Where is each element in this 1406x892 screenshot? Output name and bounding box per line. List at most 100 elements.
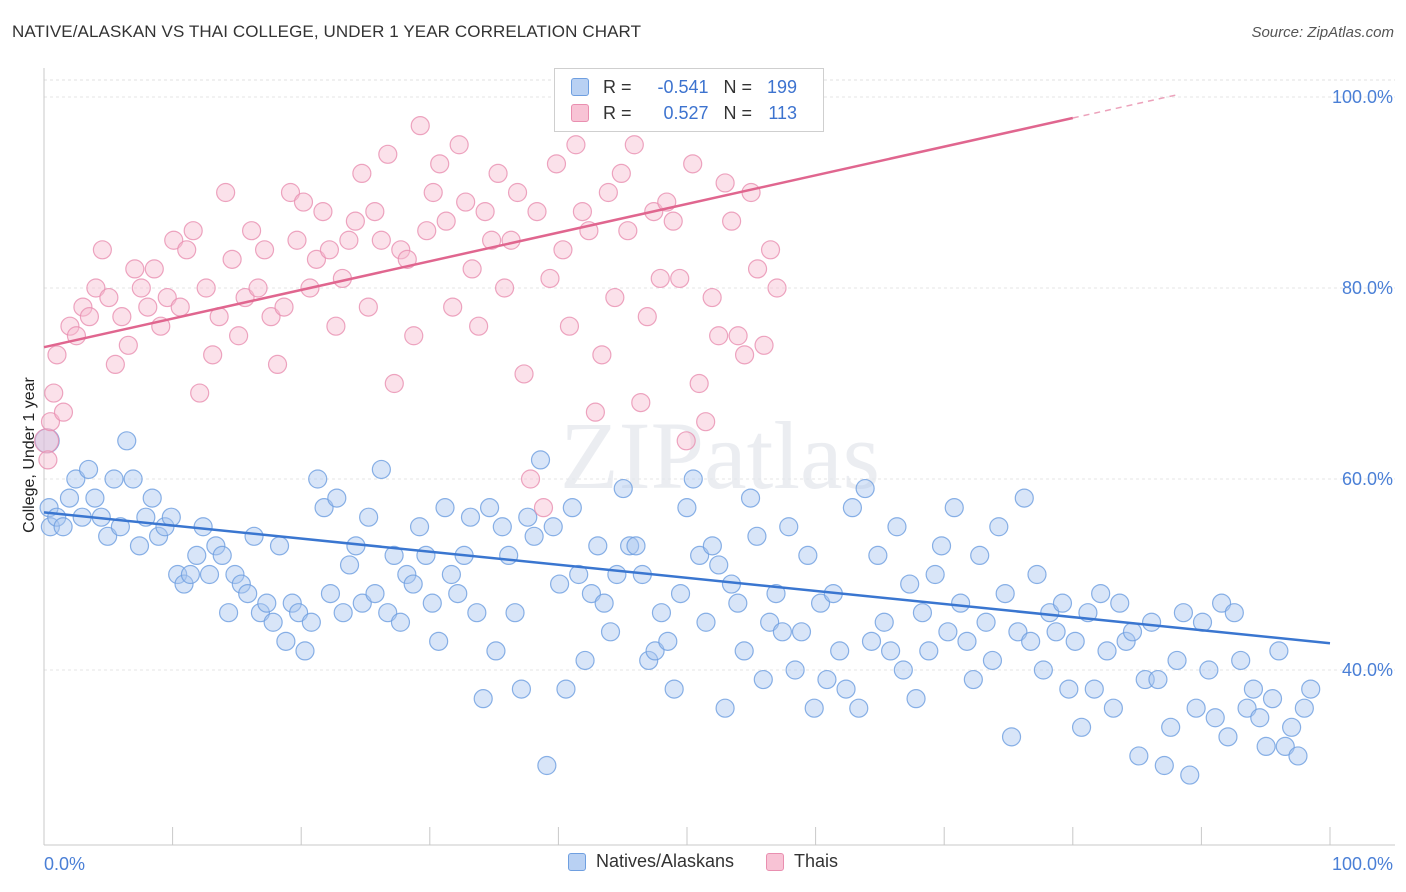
native-point	[1021, 631, 1041, 651]
native-point	[435, 498, 455, 518]
native-point	[422, 593, 442, 613]
thai-point	[38, 450, 58, 470]
thai-point	[715, 173, 735, 193]
native-point	[855, 478, 875, 499]
native-point	[1243, 679, 1264, 699]
native-point	[734, 641, 754, 661]
native-point	[702, 536, 722, 556]
thai-point	[637, 307, 657, 327]
native-point	[1237, 698, 1257, 718]
native-point	[1180, 765, 1200, 785]
native-point	[963, 669, 983, 690]
native-point	[849, 698, 869, 718]
native-point	[989, 517, 1009, 537]
native-point	[893, 660, 913, 680]
native-point	[670, 583, 691, 604]
native-point	[231, 574, 251, 594]
native-point	[747, 526, 767, 546]
thai-point	[183, 221, 203, 241]
native-point	[409, 517, 430, 537]
native-point	[1282, 717, 1302, 737]
native-point	[1065, 631, 1085, 651]
native-point	[180, 564, 201, 585]
native-point	[78, 459, 99, 480]
native-point	[683, 469, 703, 489]
native-point	[817, 669, 837, 690]
thai-point	[767, 278, 787, 298]
thai-point	[501, 230, 521, 250]
thai-point	[112, 307, 132, 327]
thai-point	[423, 182, 443, 203]
thai-point	[650, 268, 670, 289]
thai-point	[572, 202, 593, 222]
native-point	[524, 526, 544, 546]
thai-point	[475, 202, 495, 222]
native-point	[59, 488, 80, 508]
native-point	[753, 669, 773, 690]
thai-point	[611, 163, 631, 183]
native-point	[836, 679, 856, 699]
thai-point	[546, 154, 567, 174]
thai-point	[696, 412, 716, 432]
thai-point	[760, 240, 781, 260]
native-point	[250, 603, 271, 623]
native-point	[543, 517, 563, 537]
native-point	[1052, 593, 1073, 613]
native-point	[1046, 622, 1066, 642]
native-point	[289, 603, 309, 623]
thai-point	[494, 278, 515, 298]
native-point	[766, 583, 786, 604]
thai-point	[157, 287, 177, 308]
natives-r-value: -0.541	[657, 76, 709, 97]
native-point	[448, 583, 468, 604]
thai-point	[241, 221, 262, 241]
thai-point	[456, 192, 476, 212]
thai-point	[190, 383, 210, 403]
native-point	[339, 555, 360, 575]
legend-item-thais[interactable]: Thais	[766, 851, 838, 872]
thai-point	[371, 230, 391, 250]
native-point	[110, 517, 130, 537]
natives-trend-line	[43, 511, 1331, 645]
native-point	[1211, 593, 1232, 613]
watermark: ZIPatlas	[560, 402, 880, 509]
native-point	[1205, 708, 1225, 728]
native-point	[575, 650, 595, 671]
thai-point	[229, 326, 249, 346]
native-point	[944, 498, 964, 518]
natives-legend-label: Natives/Alaskans	[595, 851, 735, 871]
r-label: R =	[603, 102, 632, 123]
native-point	[900, 574, 920, 594]
native-point	[365, 583, 385, 604]
thai-point	[566, 135, 586, 155]
thai-point	[709, 326, 729, 346]
native-point	[384, 545, 404, 566]
native-point	[479, 498, 500, 518]
native-point	[269, 536, 290, 556]
thai-point	[60, 316, 80, 336]
y-tick-label: 40.0%	[1342, 660, 1393, 680]
thai-point	[287, 230, 307, 250]
native-point	[970, 545, 990, 566]
native-point	[556, 679, 576, 699]
thai-point	[326, 316, 346, 336]
native-point	[982, 650, 1003, 671]
native-point	[301, 612, 321, 632]
legend-item-natives[interactable]: Natives/Alaskans	[567, 851, 735, 872]
thais-legend-icon	[766, 852, 785, 871]
thai-point	[33, 428, 60, 454]
thai-point	[86, 278, 106, 298]
native-point	[1262, 689, 1283, 709]
native-point	[441, 564, 461, 585]
thai-point	[741, 182, 761, 203]
native-point	[352, 593, 372, 613]
native-point	[912, 603, 933, 623]
y-tick-label: 60.0%	[1342, 469, 1393, 489]
native-point	[537, 755, 557, 776]
x-tick-label-max: 100.0%	[1332, 854, 1393, 874]
thai-point	[540, 268, 560, 289]
thai-point	[631, 393, 651, 413]
native-point	[549, 574, 570, 594]
native-point	[1071, 717, 1092, 737]
legend-row-natives: R = -0.541 N = 199	[571, 74, 797, 100]
